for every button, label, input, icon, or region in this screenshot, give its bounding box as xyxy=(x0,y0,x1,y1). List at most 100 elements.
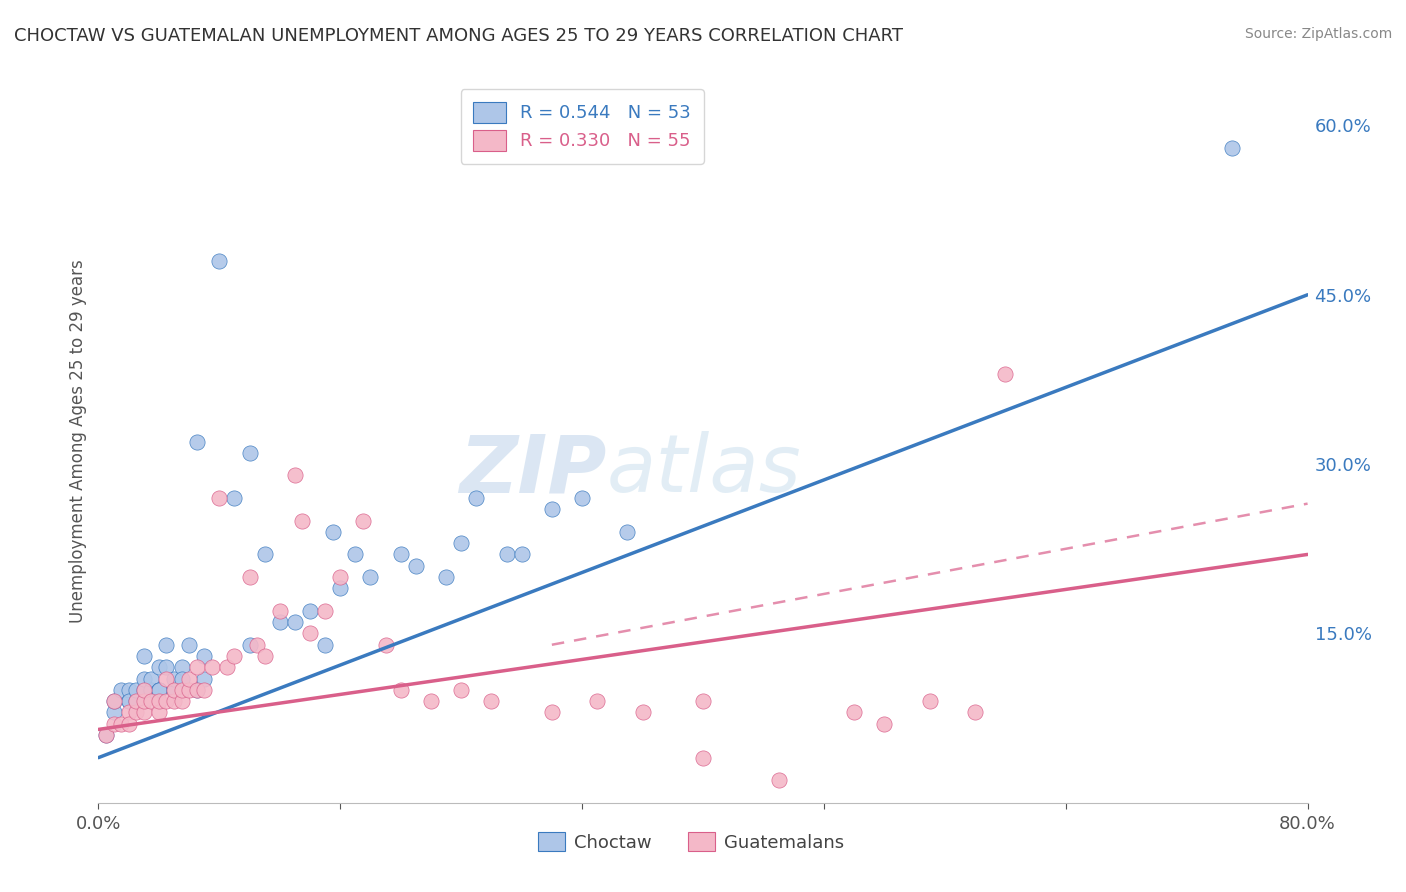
Point xyxy=(586,694,609,708)
Point xyxy=(155,672,177,686)
Point xyxy=(571,491,593,505)
Point xyxy=(103,694,125,708)
Point xyxy=(510,548,533,562)
Point xyxy=(110,682,132,697)
Point xyxy=(450,536,472,550)
Point xyxy=(179,682,201,697)
Point xyxy=(329,582,352,596)
Point xyxy=(208,491,231,505)
Point xyxy=(132,682,155,697)
Point xyxy=(965,706,987,720)
Point xyxy=(374,638,396,652)
Point xyxy=(125,694,148,708)
Point xyxy=(239,638,262,652)
Point xyxy=(155,694,177,708)
Legend: Choctaw, Guatemalans: Choctaw, Guatemalans xyxy=(530,825,851,859)
Point xyxy=(163,694,186,708)
Y-axis label: Unemployment Among Ages 25 to 29 years: Unemployment Among Ages 25 to 29 years xyxy=(69,260,87,624)
Point xyxy=(118,682,141,697)
Point xyxy=(873,716,896,731)
Point xyxy=(125,694,148,708)
Point xyxy=(193,672,215,686)
Point xyxy=(224,648,246,663)
Point xyxy=(465,491,488,505)
Point xyxy=(253,648,276,663)
Point xyxy=(141,672,163,686)
Point xyxy=(215,660,238,674)
Text: Source: ZipAtlas.com: Source: ZipAtlas.com xyxy=(1244,27,1392,41)
Point xyxy=(132,706,155,720)
Point xyxy=(631,706,654,720)
Point xyxy=(314,638,336,652)
Point xyxy=(170,660,193,674)
Point xyxy=(132,694,155,708)
Point xyxy=(132,672,155,686)
Point xyxy=(269,604,291,618)
Point xyxy=(692,750,714,764)
Text: CHOCTAW VS GUATEMALAN UNEMPLOYMENT AMONG AGES 25 TO 29 YEARS CORRELATION CHART: CHOCTAW VS GUATEMALAN UNEMPLOYMENT AMONG… xyxy=(14,27,903,45)
Point xyxy=(360,570,382,584)
Point xyxy=(540,502,562,516)
Point xyxy=(616,524,638,539)
Point xyxy=(148,682,170,697)
Point xyxy=(420,694,443,708)
Point xyxy=(186,682,208,697)
Point xyxy=(389,682,412,697)
Point xyxy=(103,694,125,708)
Point xyxy=(299,626,322,640)
Point xyxy=(291,514,314,528)
Point xyxy=(179,638,201,652)
Point xyxy=(540,706,562,720)
Point xyxy=(269,615,291,630)
Point xyxy=(103,716,125,731)
Point xyxy=(994,367,1017,381)
Point xyxy=(170,682,193,697)
Point xyxy=(132,682,155,697)
Point xyxy=(481,694,503,708)
Point xyxy=(118,706,141,720)
Point xyxy=(692,694,714,708)
Point xyxy=(179,672,201,686)
Point xyxy=(224,491,246,505)
Point xyxy=(94,728,117,742)
Point xyxy=(844,706,866,720)
Point xyxy=(186,434,208,449)
Point xyxy=(434,570,457,584)
Point xyxy=(201,660,224,674)
Point xyxy=(170,672,193,686)
Point xyxy=(103,706,125,720)
Point xyxy=(155,638,177,652)
Point xyxy=(132,648,155,663)
Point xyxy=(163,682,186,697)
Point xyxy=(329,570,352,584)
Point xyxy=(170,694,193,708)
Point xyxy=(118,716,141,731)
Point xyxy=(148,682,170,697)
Point xyxy=(186,682,208,697)
Point xyxy=(246,638,269,652)
Point xyxy=(314,604,336,618)
Point xyxy=(405,558,427,573)
Point xyxy=(768,773,790,788)
Point xyxy=(239,446,262,460)
Point xyxy=(94,728,117,742)
Point xyxy=(186,660,208,674)
Point xyxy=(193,648,215,663)
Text: atlas: atlas xyxy=(606,432,801,509)
Point xyxy=(1220,141,1243,155)
Point xyxy=(148,682,170,697)
Point xyxy=(141,682,163,697)
Point xyxy=(148,694,170,708)
Point xyxy=(450,682,472,697)
Point xyxy=(118,694,141,708)
Point xyxy=(239,570,262,584)
Point xyxy=(125,682,148,697)
Point xyxy=(352,514,374,528)
Point xyxy=(148,706,170,720)
Point xyxy=(495,548,517,562)
Point xyxy=(193,682,215,697)
Point xyxy=(299,604,322,618)
Point xyxy=(284,615,307,630)
Point xyxy=(118,694,141,708)
Text: ZIP: ZIP xyxy=(458,432,606,509)
